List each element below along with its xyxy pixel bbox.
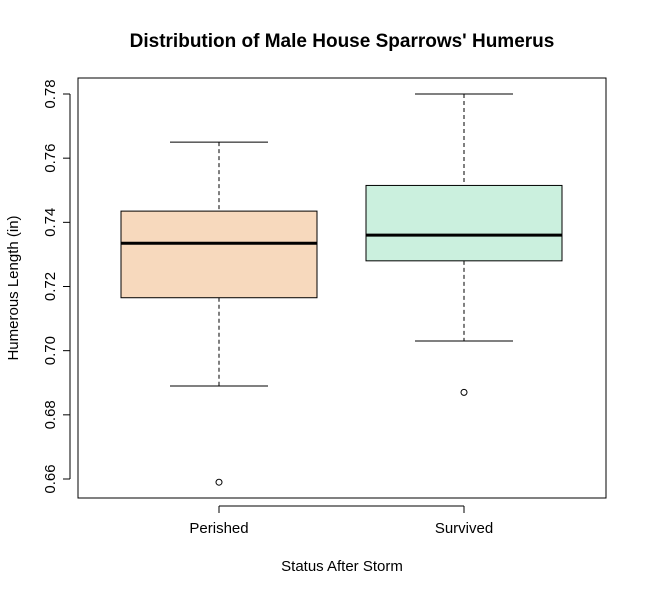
y-tick-label: 0.78 <box>42 79 59 108</box>
x-axis: Perished Survived <box>189 505 493 537</box>
plot-frame <box>77 77 607 499</box>
y-axis: 0.66 0.68 0.70 0.72 0.74 0.76 0.78 <box>42 79 71 494</box>
y-tick-label: 0.68 <box>42 400 59 429</box>
outlier-point <box>215 478 223 486</box>
box-survived <box>365 93 563 396</box>
x-tick-label: Perished <box>189 520 248 537</box>
boxes-group <box>120 93 563 486</box>
iqr-box <box>365 184 563 262</box>
y-tick-label: 0.76 <box>42 144 59 173</box>
y-tick-label: 0.70 <box>42 336 59 365</box>
y-tick-label: 0.66 <box>42 464 59 493</box>
chart-title: Distribution of Male House Sparrows' Hum… <box>130 31 555 52</box>
x-tick-label: Survived <box>435 520 493 537</box>
y-tick-label: 0.72 <box>42 272 59 301</box>
outlier-point <box>460 388 468 396</box>
box-perished <box>120 141 318 486</box>
y-tick-label: 0.74 <box>42 208 59 237</box>
x-axis-label: Status After Storm <box>281 558 403 575</box>
y-axis-label: Humerous Length (in) <box>5 215 22 360</box>
iqr-box <box>120 210 318 299</box>
